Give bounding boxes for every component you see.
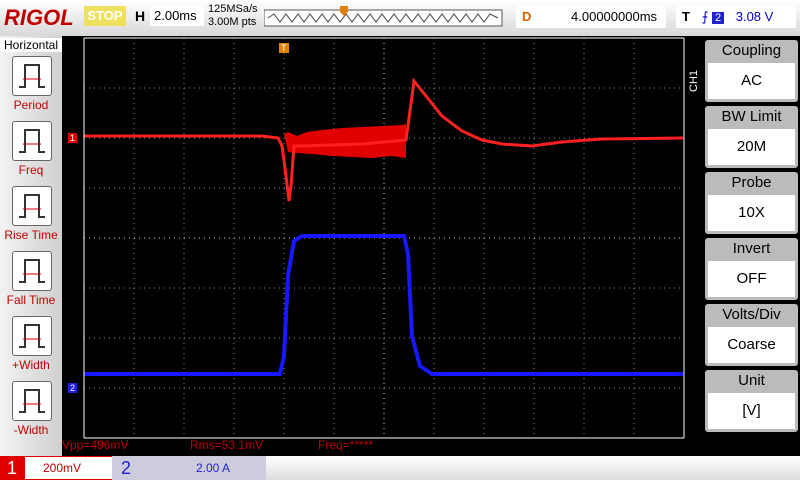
delay: 4.00000000ms — [571, 9, 658, 24]
ch2-number[interactable]: 2 — [112, 456, 140, 480]
menu-item-label[interactable]: Freq — [18, 163, 44, 177]
top-bar: RIGOL STOP H 2.00ms 125MSa/s 3.00M pts D… — [0, 0, 800, 36]
right-menu: Coupling AC BW Limit 20M Probe 10X Invert OFF Vo… — [703, 36, 800, 456]
menu-button[interactable]: BW Limit 20M — [705, 106, 798, 168]
timebase[interactable]: 2.00ms — [150, 6, 204, 26]
menu-label: Volts/Div — [722, 306, 781, 323]
menu-icon[interactable] — [12, 381, 52, 421]
waveform-area — [62, 36, 703, 456]
trigger-level: 3.08 V — [735, 9, 774, 24]
menu-icon[interactable] — [12, 316, 52, 356]
menu-button[interactable]: Volts/Div Coarse — [705, 304, 798, 366]
h-label: H — [135, 8, 146, 24]
delay-box[interactable]: D 4.00000000ms — [516, 6, 666, 28]
menu-label: BW Limit — [721, 108, 782, 125]
menu-button[interactable]: Invert OFF — [705, 238, 798, 300]
bottom-bar: 1 200mV 2 2.00 A — [0, 456, 800, 480]
menu-item-label[interactable]: -Width — [13, 423, 49, 437]
t-label: T — [682, 9, 690, 24]
menu-item-label[interactable]: Rise Time — [4, 228, 58, 242]
menu-item-label[interactable]: +Width — [12, 358, 50, 372]
brand: RIGOL — [4, 5, 74, 30]
ch1-number[interactable]: 1 — [0, 456, 24, 480]
menu-label: Coupling — [721, 42, 782, 59]
d-label: D — [522, 9, 532, 24]
menu-button[interactable]: Unit [V] — [705, 370, 798, 432]
memory-bar — [264, 6, 503, 27]
ch2-marker[interactable]: 2 — [68, 383, 78, 393]
left-menu: Horizontal Period Freq Rise Time Fall Time +… — [0, 36, 62, 456]
menu-label: Invert — [732, 240, 771, 257]
menu-label: Unit — [738, 372, 765, 389]
run-status[interactable]: STOP — [84, 6, 126, 26]
menu-icon[interactable] — [12, 251, 52, 291]
measurement: Vpp=496mV — [62, 438, 129, 452]
menu-icon[interactable] — [12, 121, 52, 161]
channel-label: CH1 — [688, 69, 700, 92]
measurement: Freq=***** — [318, 438, 374, 452]
menu-value[interactable]: Coarse — [708, 327, 795, 363]
sample-rate: 125MSa/s — [208, 3, 258, 15]
ch2-scale[interactable]: 2.00 A — [140, 456, 266, 480]
points: 3.00M pts — [208, 16, 257, 28]
menu-value[interactable]: [V] — [708, 393, 795, 429]
menu-label: Probe — [731, 174, 772, 191]
menu-value[interactable]: 10X — [708, 195, 795, 231]
trigger-channel: 2 — [711, 12, 725, 24]
ch1-marker[interactable]: 1 — [68, 133, 78, 143]
menu-item-label[interactable]: Period — [13, 98, 49, 112]
menu-button[interactable]: Coupling AC — [705, 40, 798, 102]
trigger-box[interactable]: T ⨍ 2 3.08 V — [676, 6, 796, 28]
ch1-scale[interactable]: 200mV — [24, 456, 124, 480]
menu-item-label[interactable]: Fall Time — [6, 293, 56, 307]
menu-icon[interactable] — [12, 186, 52, 226]
left-menu-title: Horizontal — [0, 38, 62, 52]
menu-icon[interactable] — [12, 56, 52, 96]
menu-value[interactable]: OFF — [708, 261, 795, 297]
menu-button[interactable]: Probe 10X — [705, 172, 798, 234]
menu-value[interactable]: AC — [708, 63, 795, 99]
measurement: Rms=53.1mV — [190, 438, 264, 452]
menu-value[interactable]: 20M — [708, 129, 795, 165]
trigger-marker[interactable]: T — [279, 43, 289, 53]
